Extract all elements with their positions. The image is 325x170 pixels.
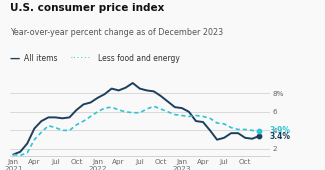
Text: —: — <box>10 54 20 64</box>
Text: Year-over-year percent change as of December 2023: Year-over-year percent change as of Dece… <box>10 28 223 37</box>
Text: ······: ······ <box>70 54 92 64</box>
Point <box>257 130 262 133</box>
Text: 3.4%: 3.4% <box>270 132 291 141</box>
Text: U.S. consumer price index: U.S. consumer price index <box>10 3 164 13</box>
Text: All items: All items <box>24 54 58 63</box>
Text: 3.9%: 3.9% <box>270 126 291 135</box>
Point <box>257 135 262 137</box>
Text: Less food and energy: Less food and energy <box>98 54 179 63</box>
